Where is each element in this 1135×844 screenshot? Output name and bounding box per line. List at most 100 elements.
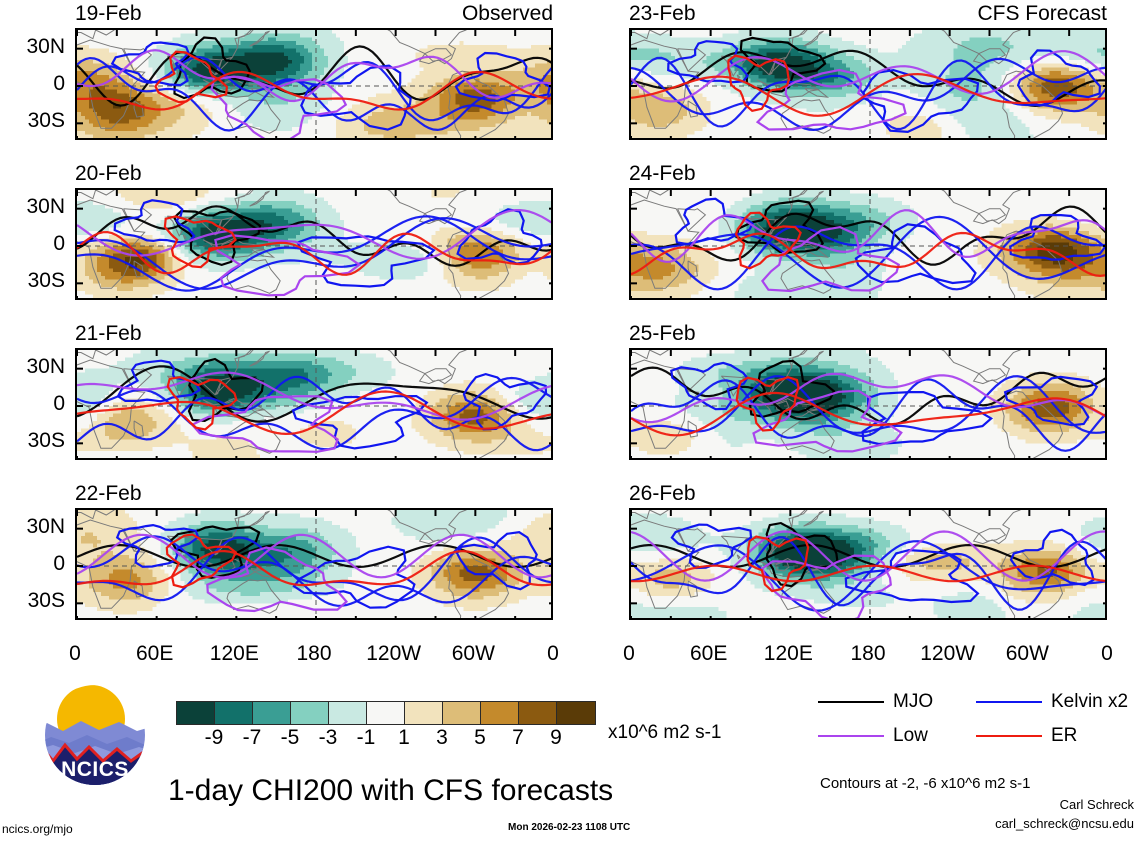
frame-ticks (77, 350, 551, 458)
figure-title: 1-day CHI200 with CFS forecasts (168, 776, 613, 806)
frame-ticks (631, 350, 1105, 458)
contour-er-wave (77, 549, 551, 587)
colorbar-cell (253, 702, 291, 724)
frame-ticks (77, 510, 551, 618)
colorbar-cell (557, 702, 595, 724)
colorbar-tick-label: 3 (418, 727, 466, 748)
map-canvas (631, 190, 1105, 298)
colorbar-tick-label: -5 (266, 727, 314, 748)
contour-er-wave (77, 70, 551, 111)
contour-kelvin-x2 (1016, 49, 1102, 107)
panel-date-label: 22-Feb (75, 483, 142, 504)
x-axis-tick-label: 0 (33, 643, 117, 664)
y-axis-tick-label: 30N (1, 36, 65, 57)
legend-item-er: ER (976, 726, 1077, 745)
map-frame (629, 508, 1107, 620)
colorbar-tick-label: -1 (342, 727, 390, 748)
map-canvas (77, 350, 551, 458)
x-axis-tick-label: 0 (587, 643, 671, 664)
panel-date-label: 20-Feb (75, 163, 142, 184)
contour-mjo-wave (77, 543, 551, 569)
site-link[interactable]: ncics.org/mjo (2, 823, 73, 835)
y-axis-tick-label: 30N (1, 196, 65, 217)
author-email[interactable]: carl_schreck@ncsu.edu (834, 817, 1134, 830)
contour-kelvin-x2-wave (77, 376, 551, 451)
y-axis-tick-label: 30N (1, 516, 65, 537)
contour-er (163, 215, 237, 269)
contour-er (165, 533, 238, 589)
colorbar-cell (405, 702, 443, 724)
map-canvas (631, 30, 1105, 138)
colorbar-cell (291, 702, 329, 724)
legend-item-mjo: MJO (818, 692, 933, 711)
map-frame (629, 188, 1107, 300)
legend-item-kelvin-x2: Kelvin x2 (976, 692, 1128, 711)
map-frame (75, 28, 553, 140)
contour-low (752, 389, 903, 453)
contour-kelvin-x2 (113, 199, 196, 244)
contour-kelvin-x2 (1009, 213, 1105, 261)
contour-low (214, 234, 362, 297)
x-axis-tick-label: 180 (272, 643, 356, 664)
contour-mjo (169, 525, 261, 579)
contour-low (210, 75, 348, 138)
contour-kelvin-x2 (670, 361, 749, 411)
panel-date-label: 23-Feb (629, 3, 696, 24)
contour-low-wave (631, 372, 1105, 424)
colorbar-cell (367, 702, 405, 724)
contour-er (166, 376, 238, 431)
map-frame (629, 28, 1107, 140)
column-header: CFS Forecast (629, 3, 1107, 24)
colorbar-cell (329, 702, 367, 724)
contour-low-wave (77, 371, 551, 421)
wave-contours (631, 521, 1105, 618)
legend-item-low: Low (818, 726, 928, 745)
map-frame (629, 348, 1107, 460)
x-axis-tick-label: 120W (352, 643, 436, 664)
colorbar-cell (443, 702, 481, 724)
contour-kelvin-x2-wave (631, 215, 1105, 289)
contour-kelvin-x2 (291, 394, 429, 450)
colorbar-cell (215, 702, 253, 724)
contour-er-wave (631, 72, 1105, 117)
contour-er-wave (77, 390, 551, 436)
y-axis-tick-label: 0 (1, 73, 65, 94)
x-axis-tick-label: 60W (431, 643, 515, 664)
y-axis-tick-label: 30S (1, 590, 65, 611)
map-canvas (631, 350, 1105, 458)
contour-kelvin-x2-wave (631, 378, 1105, 452)
generation-timestamp: Mon 2026-02-23 1108 UTC (508, 823, 630, 833)
contour-low (761, 554, 892, 618)
colorbar-tick-label: 1 (380, 727, 428, 748)
legend-label: Kelvin x2 (1051, 692, 1128, 711)
contour-er (735, 376, 800, 432)
panel-date-label: 24-Feb (629, 163, 696, 184)
coastlines (77, 350, 510, 458)
contour-kelvin-x2-wave (77, 535, 551, 607)
x-axis-tick-label: 0 (511, 643, 595, 664)
map-frame (75, 188, 553, 300)
contour-kelvin-x2 (861, 391, 994, 446)
colorbar-tick-label: 7 (494, 727, 542, 748)
contour-kelvin-x2 (116, 359, 201, 403)
panel-date-label: 19-Feb (75, 3, 142, 24)
contour-low-wave (77, 49, 551, 103)
wave-contours (631, 359, 1105, 453)
contour-kelvin-x2-wave (77, 217, 551, 290)
colorbar-tick-label: -9 (190, 727, 238, 748)
contour-low-wave (631, 209, 1105, 263)
contour-mjo-wave (631, 366, 1105, 426)
contour-kelvin-x2-wave (77, 55, 551, 132)
colorbar-tick-label: -3 (304, 727, 352, 748)
contour-er (746, 535, 810, 593)
contour-er-wave (631, 564, 1105, 583)
contour-low-wave (631, 530, 1105, 582)
contour-kelvin-x2 (455, 531, 538, 591)
x-axis-tick-label: 60E (113, 643, 197, 664)
map-frame (75, 508, 553, 620)
contour-kelvin-x2 (296, 235, 436, 288)
colorbar-cell (481, 702, 519, 724)
y-axis-tick-label: 0 (1, 233, 65, 254)
shaded-field (77, 190, 551, 298)
map-frame (75, 348, 553, 460)
